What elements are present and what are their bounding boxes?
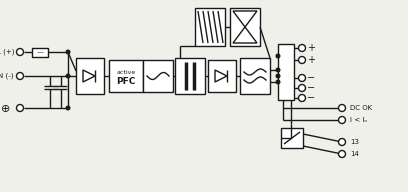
Bar xyxy=(208,60,236,92)
Circle shape xyxy=(16,73,24,79)
Text: ⊕: ⊕ xyxy=(1,104,11,114)
Bar xyxy=(230,8,260,46)
Circle shape xyxy=(339,138,346,146)
Text: N (-): N (-) xyxy=(0,73,14,79)
Text: −: − xyxy=(307,73,315,83)
Circle shape xyxy=(299,45,306,51)
Circle shape xyxy=(299,94,306,102)
Text: +: + xyxy=(307,43,315,53)
Text: 13: 13 xyxy=(350,139,359,145)
Circle shape xyxy=(299,84,306,92)
Bar xyxy=(76,58,104,94)
Circle shape xyxy=(276,74,280,78)
Bar xyxy=(281,128,303,148)
Bar xyxy=(175,58,205,94)
Text: −: − xyxy=(307,93,315,103)
Text: PFC: PFC xyxy=(116,77,136,86)
Text: L (+): L (+) xyxy=(0,49,15,55)
Bar xyxy=(240,58,270,94)
Circle shape xyxy=(66,74,70,78)
Circle shape xyxy=(66,106,70,110)
Circle shape xyxy=(299,56,306,64)
Bar xyxy=(143,60,173,92)
Polygon shape xyxy=(215,70,227,82)
Bar xyxy=(195,8,225,46)
Bar xyxy=(32,48,48,57)
Circle shape xyxy=(339,151,346,157)
Circle shape xyxy=(276,54,280,58)
Polygon shape xyxy=(233,27,257,43)
Text: 14: 14 xyxy=(350,151,359,157)
Bar xyxy=(109,60,143,92)
Polygon shape xyxy=(233,11,257,27)
Circle shape xyxy=(339,104,346,112)
Circle shape xyxy=(16,49,24,55)
Text: active: active xyxy=(116,70,135,75)
Text: +: + xyxy=(307,55,315,65)
Bar xyxy=(278,44,294,100)
Circle shape xyxy=(16,104,24,112)
Text: —: — xyxy=(36,49,44,55)
Circle shape xyxy=(276,68,280,72)
Text: I < Iₙ: I < Iₙ xyxy=(350,117,367,123)
Circle shape xyxy=(66,50,70,54)
Circle shape xyxy=(339,117,346,123)
Circle shape xyxy=(299,74,306,81)
Text: −: − xyxy=(307,83,315,93)
Text: DC OK: DC OK xyxy=(350,105,372,111)
Circle shape xyxy=(276,80,280,84)
Polygon shape xyxy=(83,70,95,82)
